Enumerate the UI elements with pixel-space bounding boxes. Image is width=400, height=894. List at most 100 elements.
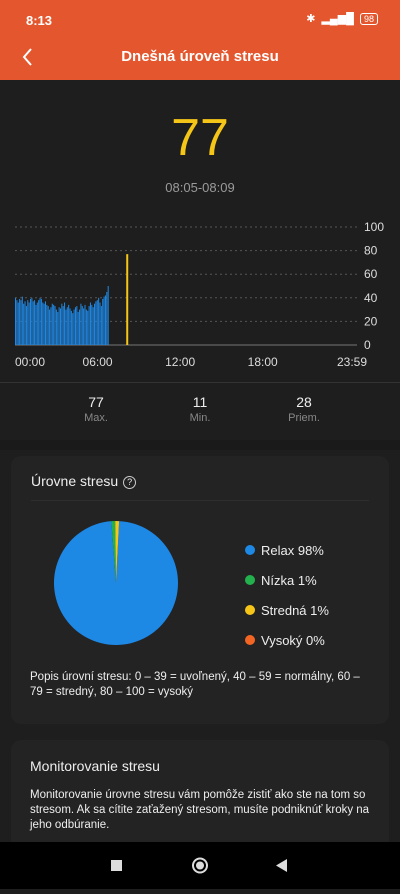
chart-bar [100,306,102,345]
nav-buttons [111,857,287,874]
chart-bar [28,302,30,345]
chart-bar [73,309,75,345]
legend-medium-label: Stredná 1% [261,602,329,618]
chart-bar [64,302,66,345]
stress-levels-description: Popis úrovní stresu: 0 – 39 = uvoľnený, … [30,671,360,698]
chart-bar [42,302,44,345]
chart-bar [69,308,71,345]
chart-bar [99,302,101,345]
chart-bar [87,310,89,345]
legend-low-label: Nízka 1% [261,572,317,588]
stat-max-value: 77 [88,394,104,410]
chart-bar [43,303,45,345]
stress-levels-title-text: Úrovne stresu [31,473,119,489]
chart-bar [15,297,17,345]
chart-bar [74,307,76,345]
stat-max: 77 Max. [56,394,136,424]
pie-legend: Relax 98% Nízka 1% Stredná 1% Vysoký 0% [245,535,329,655]
x-tick-label: 06:00 [83,355,113,369]
card-divider [31,500,369,501]
chart-bar [34,300,36,345]
chart-bar [51,303,53,345]
chart-bar [31,297,33,345]
y-tick-label: 60 [364,267,378,281]
chart-bar [36,302,38,345]
bluetooth-icon: ✱ [306,13,316,25]
current-stress-value: 77 [171,109,229,167]
legend-high-label: Vysoký 0% [261,632,325,648]
chart-bar [32,301,34,345]
stress-chart: 100 80 60 40 20 0 00:00 06:00 12:00 18:00 23:59 [15,220,384,369]
chart-bar [53,304,55,345]
x-tick-label: 00:00 [15,355,45,369]
chart-bar [57,311,59,345]
chart-bar [70,310,72,345]
legend-relax: Relax 98% [245,535,329,565]
legend-low: Nízka 1% [245,565,329,595]
chart-bar [98,297,100,345]
stat-min-value: 11 [192,394,208,410]
monitoring-card [11,740,389,850]
chart-bar [89,302,91,345]
chart-bar [54,306,56,345]
chart-bar [62,306,64,345]
stat-min-label: Min. [189,412,211,424]
chart-bar [58,307,60,345]
chart-bar [79,309,81,345]
highlight-bar [126,254,129,345]
chart-bar [103,296,105,345]
home-icon[interactable] [192,857,208,874]
stat-max-label: Max. [84,412,108,424]
chart-bar [61,303,63,345]
stat-avg-value: 28 [296,394,312,410]
chart-bar [76,306,78,345]
chart-bar [107,286,109,345]
chart-bar [88,306,90,345]
chart-bar [20,300,22,345]
y-tick-label: 0 [364,338,371,352]
chart-bar [40,298,42,345]
x-tick-label: 18:00 [248,355,278,369]
chart-bar [23,303,25,345]
pie-slice [111,521,116,583]
page-title: Dnešná úroveň stresu [121,48,279,65]
y-tick-label: 40 [364,291,378,305]
help-icon[interactable]: ? [123,476,137,489]
chart-bar [66,307,68,345]
battery-icon: 98 [359,12,378,25]
y-tick-label: 20 [364,314,378,328]
chart-bar [38,300,40,345]
chart-bar [104,295,106,345]
chart-bar [24,301,26,345]
section-separator [0,440,400,450]
back-arrow-icon[interactable] [16,45,40,69]
divider [0,382,400,383]
chart-bar [94,303,96,345]
chart-bar [91,304,93,345]
system-nav-bar [0,842,400,889]
recent-apps-icon[interactable] [111,860,122,871]
legend-dot-low [245,575,255,585]
back-nav-icon[interactable] [276,859,287,872]
chart-bar [68,304,70,345]
x-tick-label: 23:59 [337,355,367,369]
pie-slice [115,521,120,583]
chart-bar [81,306,83,345]
chart-bar [95,301,97,345]
chart-bar [29,298,32,345]
chart-bar [96,300,98,345]
chart-bar [35,304,37,345]
stat-avg: 28 Priem. [264,394,344,424]
chart-bar [92,307,94,345]
stress-pie-chart [54,521,178,645]
status-icons: ✱ ▂▄▆█ 98 [306,12,378,25]
chart-bar [83,308,85,345]
chart-bar [25,306,27,345]
stress-levels-title: Úrovne stresu? [31,473,137,489]
status-time: 8:13 [26,13,53,28]
legend-relax-label: Relax 98% [261,542,324,558]
chart-bar [49,309,51,345]
legend-high: Vysoký 0% [245,625,329,655]
monitoring-text: Monitorovanie úrovne stresu vám pomôže z… [30,789,370,831]
y-tick-label: 80 [364,244,378,258]
